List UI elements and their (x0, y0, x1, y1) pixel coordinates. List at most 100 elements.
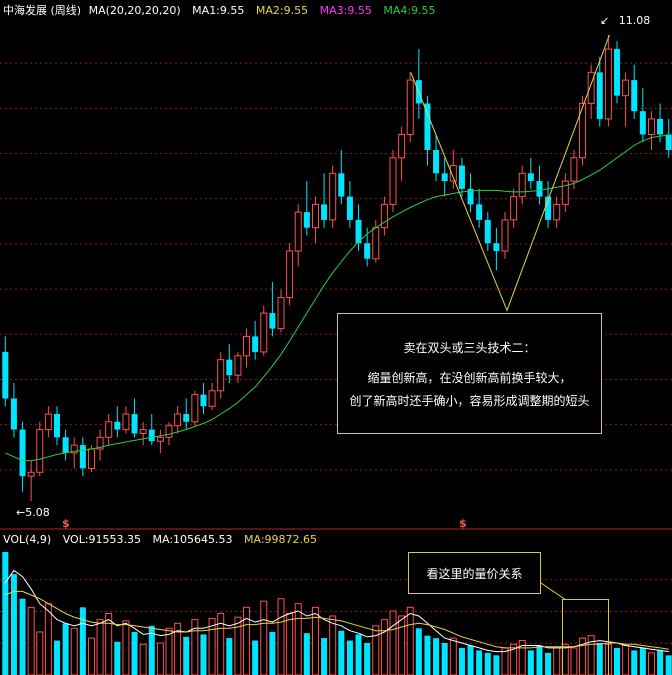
volume-bar-up (96, 619, 104, 675)
vol-ma-value: MA:105645.53 (152, 533, 233, 546)
candle-down (639, 111, 646, 135)
candle-down (131, 414, 138, 434)
volume-bar-up (105, 613, 113, 675)
volume-bar-down (131, 631, 138, 675)
annotation-line-2: 创了新高时还手确小，容易形成调整期的短头 (349, 394, 590, 408)
volume-bar-up (329, 615, 337, 675)
candle-down (596, 72, 603, 119)
volume-bar-down (536, 645, 543, 675)
candle-down (536, 181, 543, 197)
volume-bar-up (510, 643, 518, 675)
candle-down (424, 103, 431, 151)
volume-bar-up (553, 647, 561, 675)
candle-down (252, 336, 259, 352)
candle-up (27, 471, 35, 477)
candle-up (294, 211, 302, 252)
volume-bar-up (260, 600, 268, 675)
candle-up (518, 172, 526, 198)
candle-up (398, 133, 406, 159)
candle-up (311, 203, 319, 229)
candle-down (467, 188, 474, 205)
volume-bar-down (433, 638, 440, 675)
volume-bar-down (441, 643, 448, 675)
candle-up (501, 219, 509, 252)
volume-bar-up (398, 615, 406, 675)
candle-down (493, 243, 500, 251)
candle-down (338, 173, 345, 197)
high-arrow-icon: ↙ (600, 14, 610, 27)
volume-bar-down (79, 607, 86, 675)
candle-up (587, 71, 595, 104)
vol-title: VOL(4,9) (3, 533, 52, 546)
volume-bar-up (647, 652, 655, 675)
candle-up (406, 79, 414, 135)
candle-up (217, 359, 225, 392)
volume-bar-down (355, 634, 362, 675)
vol-ma2-value: MA:99872.65 (244, 533, 318, 546)
volume-bar-down (493, 655, 500, 675)
volume-bar-down (183, 636, 190, 675)
candle-down (148, 429, 155, 442)
candle-down (657, 118, 664, 135)
volume-bar-up (622, 644, 630, 675)
volume-bar-up (286, 613, 294, 675)
volume-bar-down (54, 640, 60, 675)
candle-down (79, 445, 86, 469)
candle-up (191, 394, 199, 423)
candle-up (122, 413, 130, 431)
volume-bar-up (139, 643, 147, 675)
ma2-value: MA2:9.55 (255, 4, 309, 17)
candle-down (545, 196, 552, 220)
candle-up (156, 436, 164, 442)
candle-down (2, 351, 9, 399)
candle-up (561, 180, 569, 205)
volume-bar-up (44, 603, 52, 675)
candle-up (70, 444, 78, 454)
candle-up (36, 429, 44, 473)
volume-bar-up (406, 606, 414, 675)
candle-up (286, 250, 294, 299)
volume-bar-up (122, 620, 130, 675)
vol-value: VOL:91553.35 (62, 533, 142, 546)
volume-highlight-box (562, 599, 609, 675)
candle-up (105, 421, 113, 438)
marker-1: $ (62, 517, 70, 530)
volume-bar-down (338, 630, 345, 675)
volume-bar-down (665, 655, 672, 675)
volume-bar-down (415, 628, 422, 675)
volume-bar-up (165, 627, 173, 675)
volume-bar-up (156, 642, 164, 675)
marker-2: $ (459, 517, 467, 530)
volume-header: VOL(4,9) VOL:91553.35 MA:105645.53 MA:99… (3, 533, 317, 546)
volume-bar-up (27, 606, 35, 675)
volume-bar-down (527, 650, 534, 675)
high-price-label: ↙ 11.08 (600, 14, 651, 27)
pattern-line (410, 34, 610, 312)
candle-down (665, 134, 672, 151)
volume-bar-up (277, 598, 285, 675)
ma-line (5, 134, 669, 462)
volume-annotation-text: 看这里的量价关系 (426, 567, 523, 581)
volume-bar-down (639, 647, 646, 675)
volume-bar-down (62, 623, 69, 675)
volume-bar-down (614, 647, 620, 675)
volume-bar-down (458, 647, 465, 675)
low-price-label: ←5.08 (16, 506, 50, 519)
volume-bar-down (467, 645, 474, 675)
candle-up (553, 203, 561, 221)
volume-bar-down (269, 631, 276, 675)
volume-bar-up (587, 635, 595, 675)
candle-down (433, 150, 440, 174)
candle-up (604, 48, 612, 120)
volume-bar-up (389, 610, 397, 675)
volume-bar-up (294, 603, 302, 675)
candle-up (380, 203, 388, 229)
candle-down (226, 359, 233, 376)
volume-bar-up (234, 616, 242, 675)
volume-bar-down (19, 598, 26, 675)
candle-up (372, 227, 380, 260)
ma-title: MA(20,20,20,20) (88, 4, 181, 17)
volume-bar-up (36, 631, 44, 675)
